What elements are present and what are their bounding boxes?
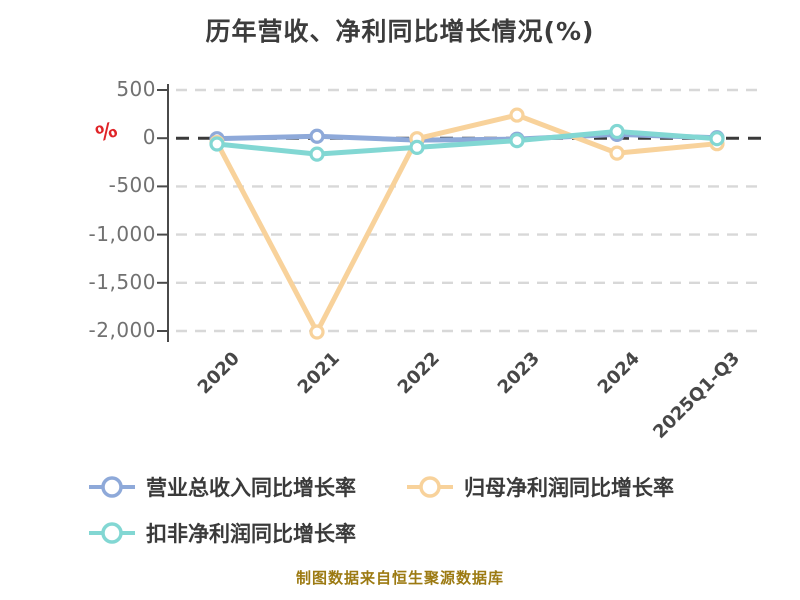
data-point-s1-2021 — [309, 324, 325, 340]
legend-label-non-recurring-profit-growth: 扣非净利润同比增长率 — [146, 522, 356, 546]
legend-marker-revenue-icon — [89, 476, 135, 498]
y-tick-label: -1,500 — [88, 269, 156, 294]
series-line-2 — [214, 128, 720, 157]
y-tick-label: -500 — [108, 173, 156, 198]
data-point-s2-2024 — [609, 123, 625, 140]
y-tick-label: 500 — [116, 77, 156, 101]
legend-label-revenue-growth: 营业总收入同比增长率 — [146, 476, 356, 500]
data-point-s0-2021 — [309, 128, 325, 144]
data-point-s2-2023 — [509, 133, 525, 149]
data-point-s1-2024 — [609, 145, 625, 161]
y-tick-label: 0 — [142, 125, 156, 150]
data-point-s2-2022 — [409, 139, 425, 155]
data-source-note: 制图数据来自恒生聚源数据库 — [295, 569, 504, 587]
series-line-1 — [214, 112, 720, 335]
legend: 营业总收入同比增长率 归母净利润同比增长率 扣非净利润同比增长率 — [88, 472, 748, 548]
legend-marker-non-recurring-icon — [89, 522, 135, 544]
legend-marker-net-profit-icon — [407, 476, 453, 498]
data-point-s1-2023 — [509, 107, 525, 123]
data-point-s2-2020 — [209, 136, 225, 152]
legend-label-net-profit-growth: 归母净利润同比增长率 — [464, 476, 674, 500]
data-point-s2-2025Q1-Q3 — [709, 131, 725, 147]
legend-item-non-recurring-profit-growth: 扣非净利润同比增长率 — [88, 518, 406, 548]
legend-item-revenue-growth: 营业总收入同比增长率 — [88, 472, 406, 502]
y-tick-label: -2,000 — [88, 318, 156, 342]
chart-title: 历年营收、净利同比增长情况(%) — [205, 17, 595, 46]
plot-area — [157, 84, 762, 342]
data-point-s2-2021 — [309, 146, 325, 162]
y-tick-label: -1,000 — [88, 221, 156, 246]
legend-item-net-profit-growth: 归母净利润同比增长率 — [406, 472, 748, 502]
